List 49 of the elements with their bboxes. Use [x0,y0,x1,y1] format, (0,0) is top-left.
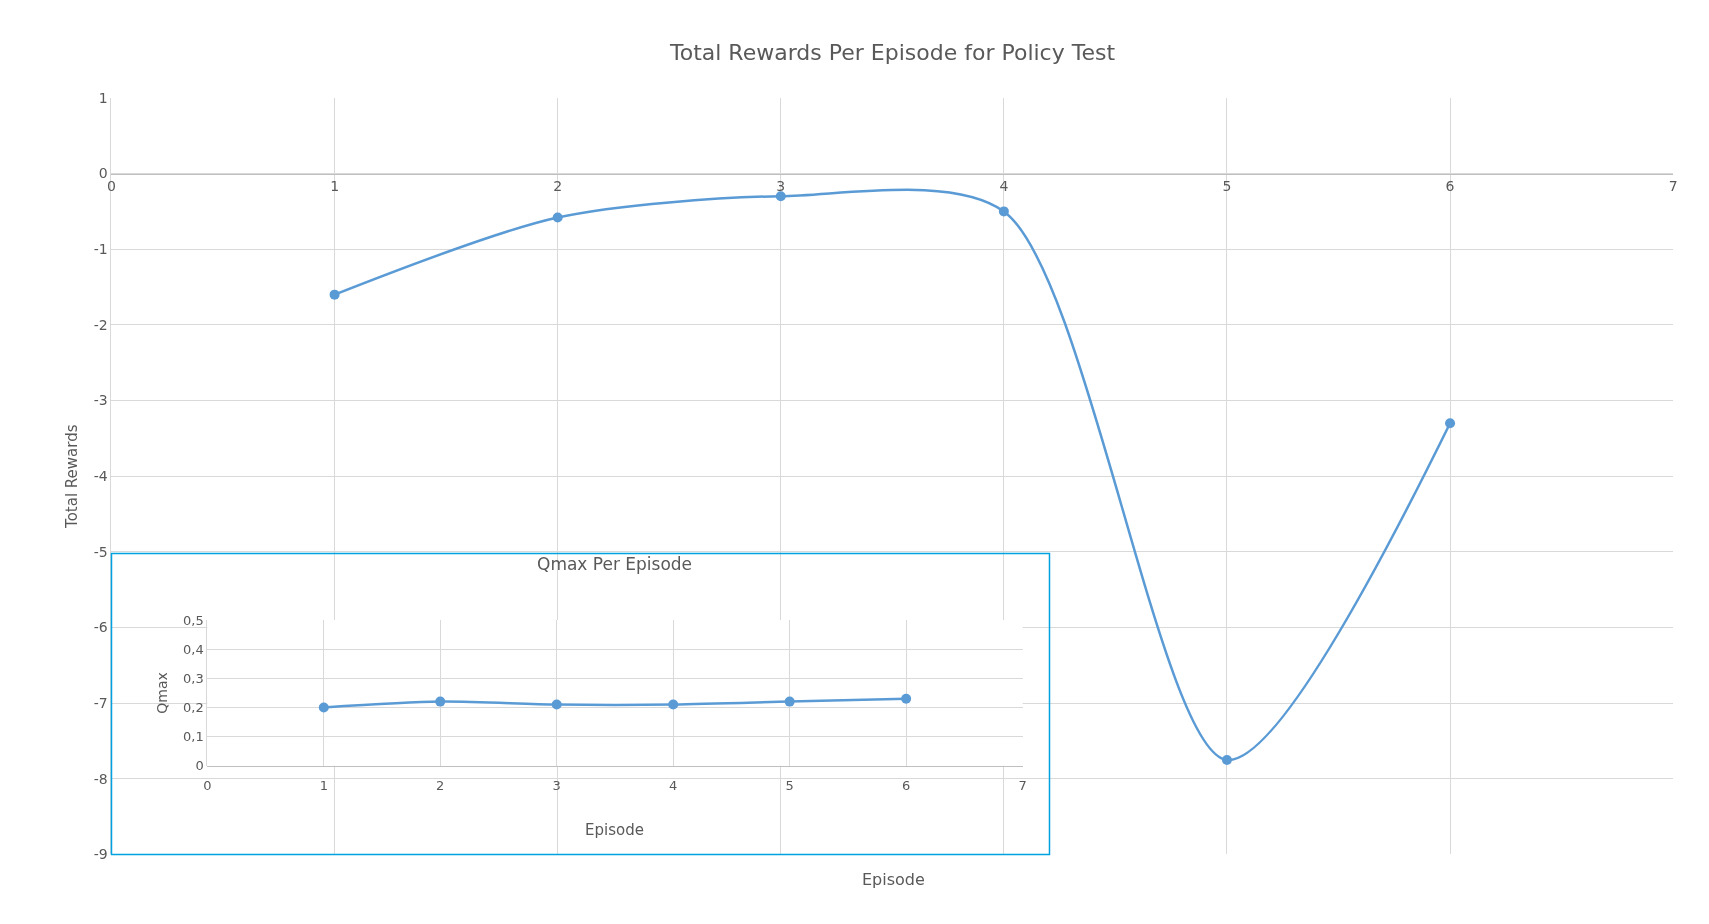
y-tick-label: 0,3 [183,670,204,686]
point [435,696,446,707]
x-tick-label: 6 [901,778,911,794]
y-tick-label: 0 [195,758,204,774]
y-axis-title: Qmax [153,672,170,714]
point [668,699,679,710]
point [552,212,563,223]
y-tick-label: 0,2 [183,699,204,715]
y-tick-label: 0 [98,165,108,182]
point [775,191,786,202]
point [318,702,329,713]
x-tick-label: 4 [669,778,678,794]
point [329,289,340,300]
point [901,693,912,704]
point [998,206,1009,217]
y-tick-label: -1 [93,241,108,258]
y-tick-label: -3 [93,392,108,409]
x-tick-label: 1 [319,778,328,794]
y-tick-label: -8 [93,770,108,787]
x-tick-label: 7 [1018,778,1027,794]
point [1445,418,1456,429]
y-tick-label: 0,1 [183,729,204,745]
x-tick-label: 2 [553,178,563,195]
chart-title: Qmax Per Episode [537,554,693,574]
x-axis-title: Episode [585,821,644,839]
chart-title: Total Rewards Per Episode for Policy Test [669,40,1116,65]
y-tick-label: -6 [93,619,108,636]
y-tick-label: -2 [93,316,108,333]
point [551,699,562,710]
point [1221,754,1232,765]
y-axis-title: Total Rewards [62,424,81,529]
x-tick-label: 4 [999,178,1009,195]
y-tick-label: -9 [93,846,108,863]
x-tick-label: 5 [785,778,794,794]
x-tick-label: 5 [1222,178,1232,195]
x-tick-label: 3 [776,178,786,195]
x-tick-label: 3 [552,778,561,794]
y-tick-label: -4 [93,468,108,485]
y-tick-label: -7 [93,695,108,712]
point [784,696,795,707]
x-axis-title: Episode [862,870,925,889]
x-tick-label: 1 [330,178,340,195]
x-tick-label: 6 [1445,178,1455,195]
x-tick-label: 7 [1668,178,1678,195]
y-tick-label: 0,4 [183,641,204,657]
y-tick-label: 1 [98,89,108,106]
y-tick-label: -5 [93,543,108,560]
y-tick-label: 0,5 [183,612,204,628]
x-tick-label: 2 [436,778,445,794]
